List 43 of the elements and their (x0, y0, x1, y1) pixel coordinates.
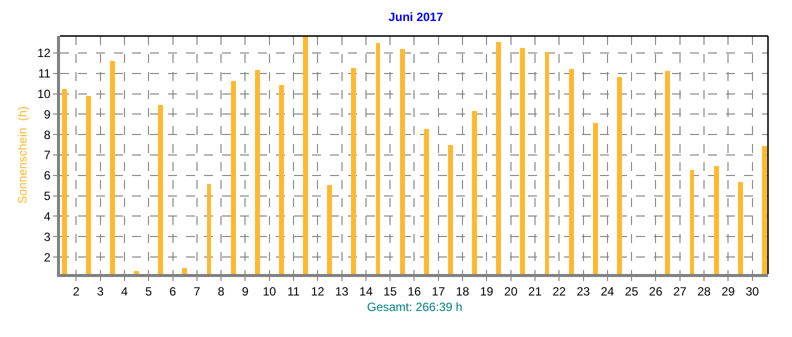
y-tick-label: 3 (44, 230, 51, 244)
x-tick-label: 12 (310, 284, 325, 298)
x-tick-label: 24 (600, 284, 614, 298)
y-tick-label: 2 (44, 250, 51, 264)
x-tick-label: 16 (408, 284, 422, 298)
text: Gesamt: 266:39 h (367, 300, 462, 314)
x-tick-label: 19 (480, 284, 494, 298)
x-tick-label: 23 (576, 284, 590, 298)
x-tick-label: 26 (649, 284, 663, 298)
y-tick-label: 5 (44, 189, 51, 204)
x-tick-label: 25 (624, 284, 639, 298)
x-tick-label: 3 (96, 284, 104, 298)
y-tick-label: 9 (44, 107, 51, 122)
x-tick-label: 10 (262, 284, 276, 298)
x-tick-label: 4 (121, 284, 128, 298)
x-tick-label: 6 (169, 284, 176, 298)
x-tick-label: 13 (335, 284, 349, 298)
chart-title: Juni 2017 (388, 10, 444, 24)
x-tick-label: 17 (432, 284, 446, 298)
x-tick-label: 14 (359, 284, 373, 298)
y-tick-label: 12 (37, 46, 51, 60)
x-tick-label: 30 (746, 284, 760, 298)
x-tick-label: 21 (528, 284, 542, 298)
x-tick-label: 9 (242, 284, 249, 298)
x-tick-label: 8 (218, 284, 225, 298)
x-tick-label: 22 (552, 284, 566, 298)
x-tick-label: 20 (504, 284, 518, 298)
x-tick-label: 7 (194, 284, 201, 298)
x-tick-label: 2 (72, 284, 80, 298)
x-tick-label: 5 (145, 284, 152, 298)
y-tick-label: 11 (38, 66, 51, 81)
y-tick-label: 10 (37, 86, 51, 101)
x-tick-label: 28 (697, 284, 712, 298)
x-tick-label: 27 (673, 284, 687, 298)
x-tick-label: 18 (456, 284, 470, 298)
y-tick-label: 4 (44, 209, 51, 224)
y-tick-label: 7 (44, 148, 51, 162)
x-tick-label: 11 (287, 284, 300, 298)
y-tick-label: 8 (44, 128, 51, 142)
y-tick-label: 6 (44, 168, 51, 183)
x-tick-label: 29 (721, 284, 736, 298)
x-tick-label: 15 (383, 284, 398, 298)
y-axis-title: Sonnenschein (h) (16, 106, 30, 204)
